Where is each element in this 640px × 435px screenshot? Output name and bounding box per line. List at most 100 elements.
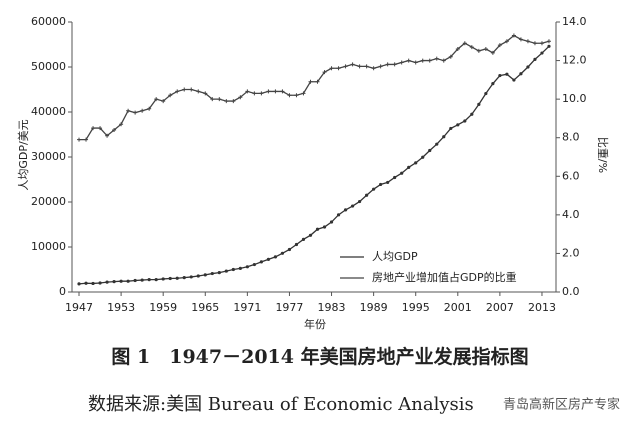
y2-tick-label: 2.0	[562, 246, 580, 259]
point	[259, 260, 263, 264]
point	[301, 91, 306, 96]
point	[392, 62, 397, 67]
point	[357, 64, 362, 69]
point	[491, 82, 495, 86]
point	[540, 51, 544, 55]
point	[463, 119, 467, 123]
y2-axis-label: 比重/%	[596, 137, 610, 173]
x-tick-label: 1965	[191, 301, 219, 314]
point	[539, 41, 544, 46]
point	[518, 37, 523, 42]
point	[112, 128, 117, 132]
y-tick-label: 60000	[31, 15, 66, 28]
y2-tick-label: 14.0	[562, 15, 587, 28]
point	[476, 48, 481, 53]
point	[435, 142, 439, 146]
point	[210, 97, 215, 102]
point	[308, 233, 313, 237]
point	[400, 171, 404, 175]
point	[77, 282, 81, 286]
point	[105, 280, 109, 284]
y-tick-label: 50000	[31, 60, 66, 73]
point	[407, 165, 411, 169]
y2-tick-label: 6.0	[562, 169, 580, 182]
point	[414, 161, 418, 165]
point	[217, 97, 222, 102]
point	[456, 123, 460, 127]
point	[259, 91, 264, 96]
point	[196, 89, 201, 94]
x-tick-label: 2013	[528, 301, 556, 314]
point	[182, 276, 186, 280]
y2-tick-label: 0.0	[562, 285, 580, 298]
point	[210, 271, 214, 276]
point	[526, 65, 530, 69]
point	[133, 110, 138, 115]
watermark: 青岛高新区房产专家	[503, 397, 620, 413]
point	[168, 276, 172, 281]
point	[343, 208, 348, 212]
point	[399, 60, 404, 65]
point	[280, 89, 285, 94]
source: 数据来源:美国 Bureau of Economic Analysis	[88, 394, 474, 415]
y2-tick-label: 8.0	[562, 131, 580, 144]
point	[350, 62, 355, 67]
point	[112, 280, 116, 284]
x-tick-label: 1959	[149, 301, 177, 314]
point	[470, 112, 474, 116]
point	[301, 237, 306, 241]
point	[484, 91, 488, 96]
point	[315, 79, 320, 84]
point	[505, 72, 509, 76]
point	[413, 60, 418, 65]
point	[350, 204, 355, 208]
point	[294, 242, 299, 247]
point	[238, 266, 242, 270]
point	[189, 87, 194, 92]
point	[372, 187, 376, 191]
point	[287, 93, 292, 98]
x-tick-label: 1983	[318, 301, 346, 314]
point	[140, 278, 144, 282]
point	[119, 279, 123, 283]
y-tick-label: 20000	[31, 195, 66, 208]
x-tick-label: 2001	[444, 301, 472, 314]
point	[287, 247, 292, 252]
point	[168, 93, 173, 98]
point	[161, 277, 165, 281]
point	[393, 175, 397, 180]
point	[252, 91, 257, 96]
legend-label: 人均GDP	[372, 250, 418, 263]
point	[294, 93, 299, 98]
point	[84, 137, 89, 142]
point	[329, 66, 334, 71]
point	[105, 133, 110, 138]
point	[442, 135, 446, 139]
point	[497, 43, 502, 48]
x-tick-label: 2007	[486, 301, 514, 314]
point	[336, 66, 341, 71]
point	[365, 193, 369, 197]
point	[175, 276, 179, 280]
point	[483, 47, 488, 51]
point	[98, 281, 102, 285]
point	[91, 281, 95, 286]
point	[477, 102, 481, 106]
point	[196, 274, 200, 278]
point	[498, 73, 502, 78]
point	[245, 89, 250, 94]
point	[308, 79, 313, 84]
point	[182, 87, 187, 92]
point	[427, 58, 432, 63]
point	[231, 267, 235, 272]
point	[378, 64, 383, 69]
x-tick-label: 1947	[65, 301, 93, 314]
point	[441, 58, 446, 63]
point	[490, 50, 495, 55]
point	[91, 126, 96, 131]
point	[140, 108, 145, 113]
point	[428, 148, 432, 153]
point	[224, 99, 229, 104]
